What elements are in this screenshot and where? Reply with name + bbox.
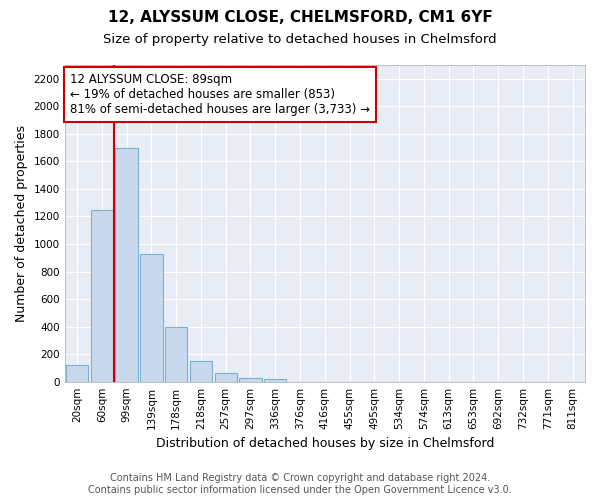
Text: Contains HM Land Registry data © Crown copyright and database right 2024.
Contai: Contains HM Land Registry data © Crown c… <box>88 474 512 495</box>
Bar <box>66 365 88 382</box>
Bar <box>264 379 286 382</box>
Text: 12, ALYSSUM CLOSE, CHELMSFORD, CM1 6YF: 12, ALYSSUM CLOSE, CHELMSFORD, CM1 6YF <box>107 10 493 25</box>
Y-axis label: Number of detached properties: Number of detached properties <box>15 125 28 322</box>
Bar <box>165 326 187 382</box>
Bar <box>115 148 138 382</box>
Text: 12 ALYSSUM CLOSE: 89sqm
← 19% of detached houses are smaller (853)
81% of semi-d: 12 ALYSSUM CLOSE: 89sqm ← 19% of detache… <box>70 73 370 116</box>
Bar <box>140 254 163 382</box>
Bar <box>215 372 237 382</box>
Bar <box>239 378 262 382</box>
Text: Size of property relative to detached houses in Chelmsford: Size of property relative to detached ho… <box>103 32 497 46</box>
Bar <box>91 210 113 382</box>
Bar <box>190 361 212 382</box>
X-axis label: Distribution of detached houses by size in Chelmsford: Distribution of detached houses by size … <box>155 437 494 450</box>
